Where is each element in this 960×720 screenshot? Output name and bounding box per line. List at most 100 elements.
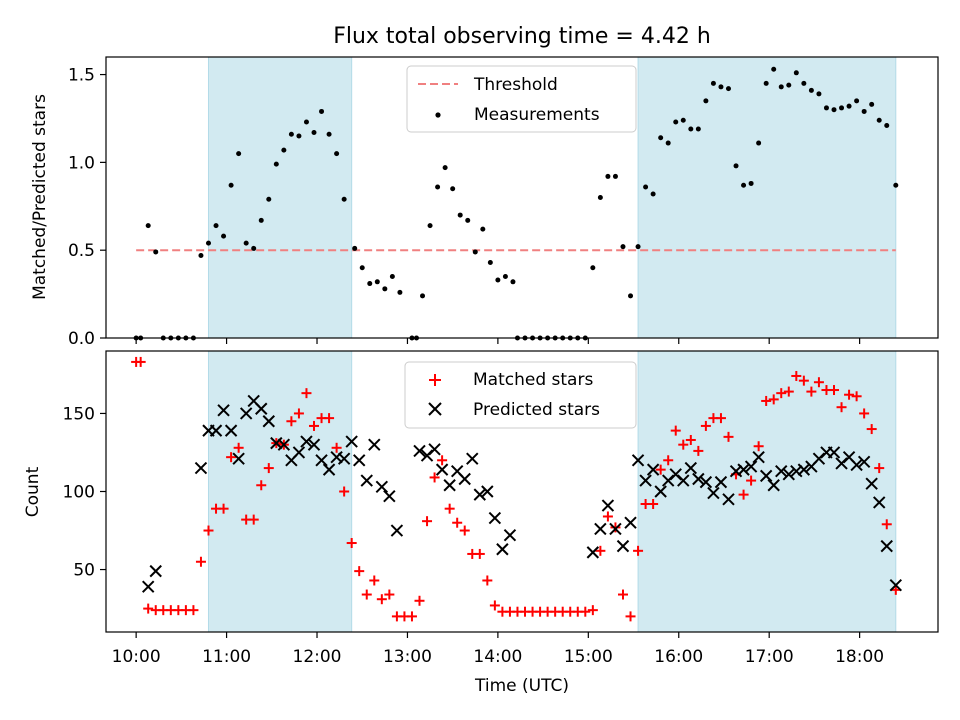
matched-star-point [776, 388, 787, 399]
measurement-point [359, 265, 365, 271]
measurement-point [273, 161, 279, 167]
counts-x-tick-label: 16:00 [654, 647, 703, 667]
measurement-point [495, 277, 501, 283]
predicted-star-point [646, 463, 660, 476]
measurement-point [748, 180, 754, 186]
legend-matched-label: Matched stars [473, 370, 593, 390]
matched-star-point [859, 408, 870, 419]
matched-star-point [331, 442, 342, 453]
predicted-star-point [209, 424, 223, 437]
counts-x-tick-label: 17:00 [745, 647, 794, 667]
matched-star-point [263, 463, 274, 474]
measurement-point [643, 184, 649, 190]
matched-star-point [135, 356, 146, 367]
matched-star-point [422, 516, 433, 527]
matched-star-point [670, 425, 681, 436]
matched-star-point [610, 522, 621, 533]
predicted-star-point [503, 529, 517, 542]
measurement-point [688, 126, 694, 132]
measurement-point [510, 279, 516, 285]
matched-star-point [256, 480, 267, 491]
measurement-point [251, 245, 257, 251]
matched-star-point [143, 603, 154, 614]
predicted-star-point [194, 461, 208, 475]
predicted-star-point [300, 435, 313, 448]
matched-star-point [233, 442, 244, 453]
measurement-point [718, 84, 724, 90]
matched-star-point [700, 420, 711, 431]
measurement-point [472, 249, 478, 255]
predicted-star-point [767, 479, 780, 492]
matched-star-point [286, 416, 297, 427]
predicted-star-point [481, 485, 494, 498]
measurement-point [680, 117, 686, 123]
predicted-star-point [601, 499, 615, 512]
counts-x-axis-label: Time (UTC) [474, 676, 569, 696]
ratio-y-tick-label: 1.5 [68, 66, 95, 86]
measurement-point [228, 182, 234, 188]
measurement-point [480, 226, 486, 232]
matched-star-point [617, 589, 628, 600]
measurement-point [778, 84, 784, 90]
measurement-point [236, 151, 242, 157]
predicted-star-point [360, 474, 373, 487]
measurement-point [695, 126, 701, 132]
matched-star-point [595, 545, 606, 556]
measurement-point [213, 223, 219, 229]
predicted-star-point [322, 463, 336, 476]
matched-star-point [459, 525, 470, 536]
matched-star-point [587, 605, 598, 616]
predicted-star-point [889, 578, 903, 592]
measurement-point [823, 105, 829, 111]
legend-predicted-label: Predicted stars [473, 400, 600, 420]
measurement-point [854, 98, 860, 104]
predicted-star-point [707, 486, 720, 500]
counts-y-axis-label: Count [23, 466, 43, 517]
ratio-legend: Threshold Measurements [406, 65, 637, 133]
predicted-star-point [224, 424, 238, 437]
measurement-point [831, 107, 837, 113]
measurement-point [808, 87, 814, 93]
matched-star-point [829, 385, 839, 396]
matched-star-point [866, 424, 877, 435]
legend-predicted-swatch [428, 402, 442, 416]
measurement-point [221, 233, 227, 239]
measurement-point [635, 244, 641, 250]
counts-x-tick-label: 13:00 [383, 647, 432, 667]
counts-x-ticks: 10:00 11:00 12:00 13:00 14:00 15:00 16:00 17:00… [112, 632, 884, 667]
ratio-y-axis-label: Matched/Predicted stars [30, 94, 50, 300]
matched-star-point [414, 595, 425, 606]
matched-star-point [633, 545, 644, 556]
measurement-point [816, 91, 822, 97]
matched-star-point [580, 606, 591, 617]
measurement-point [893, 182, 899, 188]
counts-y-tick-label: 50 [73, 561, 95, 581]
matched-star-point [369, 575, 380, 586]
counts-x-tick-label: 11:00 [202, 647, 251, 667]
predicted-star-point [428, 443, 441, 456]
measurement-point [266, 196, 272, 202]
matched-star-point [384, 589, 395, 600]
ratio-shaded-region [207, 56, 353, 339]
matched-star-point [203, 525, 214, 536]
predicted-star-point [239, 407, 253, 420]
measurement-point [597, 195, 603, 200]
predicted-star-point [797, 463, 811, 476]
matched-star-point [738, 489, 749, 500]
measurement-point [793, 70, 799, 76]
matched-star-point [437, 455, 448, 466]
predicted-star-point [292, 446, 306, 459]
matched-star-point [489, 600, 500, 611]
matched-star-point [346, 538, 357, 549]
measurement-point [319, 108, 325, 114]
matched-star-point [226, 452, 237, 463]
predicted-star-point [775, 464, 788, 478]
predicted-star-point [232, 452, 245, 465]
measurement-point [367, 281, 373, 287]
predicted-star-point [737, 463, 750, 476]
counts-x-tick-label: 10:00 [112, 647, 161, 667]
predicted-star-point [759, 469, 773, 483]
ratio-plot-frame [105, 56, 939, 339]
